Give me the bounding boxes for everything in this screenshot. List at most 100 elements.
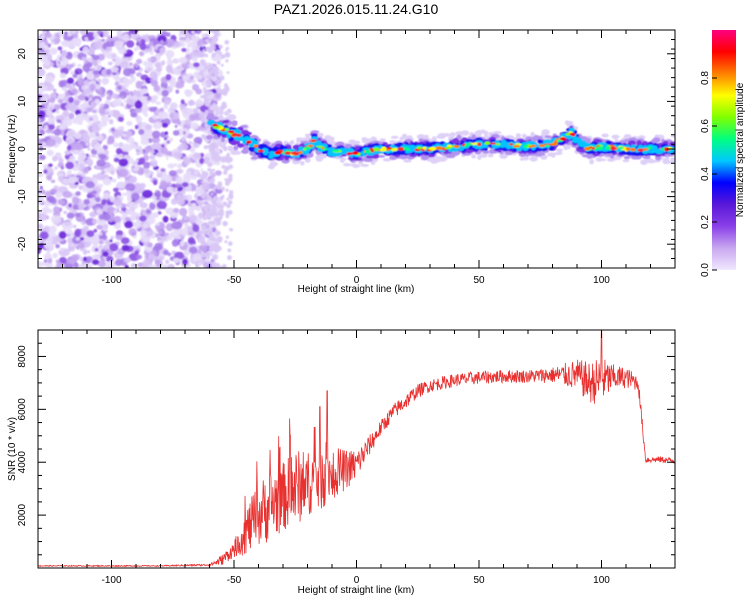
snr-y-tick-label: 8000	[17, 345, 28, 368]
noise-blob	[211, 174, 214, 178]
noise-blob	[173, 41, 182, 48]
noise-blob	[211, 227, 217, 233]
noise-blob	[40, 104, 45, 109]
noise-blob	[114, 81, 120, 87]
noise-blob	[41, 206, 51, 214]
noise-blob	[99, 240, 104, 245]
ridge-core	[465, 143, 473, 146]
ridge-core	[304, 146, 312, 150]
spectrogram-ridge	[206, 104, 675, 170]
ridge-blob	[327, 138, 335, 145]
noise-blob	[115, 234, 124, 241]
ridge-blob	[662, 158, 667, 163]
noise-blob	[112, 110, 121, 119]
noise-blob	[188, 246, 198, 254]
noise-blob	[93, 143, 102, 151]
noise-blob	[50, 188, 58, 194]
colorbar-tick-label: 0.2	[700, 215, 711, 229]
noise-blob	[96, 172, 104, 181]
noise-blob	[74, 132, 82, 140]
noise-blob	[48, 106, 55, 111]
noise-blob	[222, 146, 228, 152]
noise-blob	[201, 134, 206, 139]
noise-blob	[98, 153, 107, 160]
noise-blob	[112, 74, 120, 81]
noise-blob	[228, 241, 233, 246]
noise-blob	[148, 253, 156, 260]
ridge-blob	[658, 134, 665, 140]
spectrogram-y-tick-label: -10	[17, 189, 28, 204]
noise-blob	[102, 192, 110, 200]
noise-blob	[221, 158, 226, 163]
noise-blob	[102, 244, 109, 251]
noise-blob	[149, 56, 157, 63]
noise-blob	[110, 127, 115, 132]
noise-blob	[188, 140, 192, 145]
noise-blob	[211, 55, 214, 58]
noise-blob	[163, 98, 171, 105]
spectrogram-x-ticks: -100 -50 0 50 100	[37, 30, 676, 286]
noise-blob	[53, 128, 62, 136]
noise-blob	[160, 146, 168, 154]
noise-blob	[77, 171, 82, 176]
noise-blob	[110, 170, 115, 176]
ridge-blob	[410, 145, 418, 149]
noise-blob	[126, 40, 135, 48]
noise-blob	[68, 112, 75, 120]
noise-blob	[226, 152, 231, 157]
noise-blob	[58, 157, 64, 164]
ridge-blob	[231, 120, 238, 127]
noise-blob	[156, 169, 160, 174]
ridge-blob	[206, 135, 213, 140]
ridge-core	[253, 144, 259, 148]
ridge-blob	[492, 131, 502, 134]
noise-blob	[209, 234, 214, 239]
noise-blob	[93, 31, 99, 39]
ridge-core	[538, 144, 546, 148]
noise-blob	[55, 60, 59, 64]
noise-blob	[143, 168, 150, 174]
ridge-blob	[556, 148, 563, 153]
noise-blob	[217, 211, 221, 216]
noise-blob	[52, 252, 58, 259]
noise-blob	[107, 136, 115, 145]
ridge-blob	[401, 133, 408, 140]
ridge-blob	[651, 148, 659, 153]
snr-x-tick-label: 50	[473, 575, 485, 586]
noise-blob	[160, 168, 166, 173]
noise-blob	[171, 239, 179, 247]
noise-blob	[39, 145, 44, 151]
noise-blob	[207, 216, 211, 220]
noise-blob	[209, 150, 212, 153]
noise-blob	[57, 176, 64, 182]
ridge-blob	[434, 159, 439, 163]
noise-blob	[121, 95, 125, 100]
noise-blob	[173, 207, 179, 214]
spectrogram-x-tick-label: -50	[227, 275, 242, 286]
noise-blob	[120, 143, 133, 152]
noise-blob	[66, 129, 76, 137]
ridge-core	[569, 132, 576, 136]
ridge-blob	[501, 141, 506, 146]
noise-blob	[172, 151, 183, 159]
noise-blob	[197, 262, 202, 267]
spectrogram-x-tick-label: 0	[354, 275, 360, 286]
noise-blob	[203, 205, 209, 212]
noise-blob	[66, 170, 72, 175]
spectrogram-noise-region	[38, 30, 234, 268]
ridge-core	[464, 145, 468, 148]
noise-blob	[106, 68, 112, 76]
noise-blob	[160, 40, 164, 44]
noise-blob	[227, 255, 232, 261]
noise-blob	[180, 99, 185, 104]
noise-blob	[138, 128, 145, 136]
noise-blob	[183, 131, 186, 135]
noise-blob	[91, 114, 99, 122]
noise-blob	[116, 181, 126, 189]
noise-blob	[93, 228, 98, 233]
noise-blob	[147, 57, 152, 62]
ridge-core	[447, 144, 452, 148]
noise-blob	[86, 62, 93, 68]
noise-blob	[94, 83, 101, 90]
noise-blob	[161, 122, 169, 128]
